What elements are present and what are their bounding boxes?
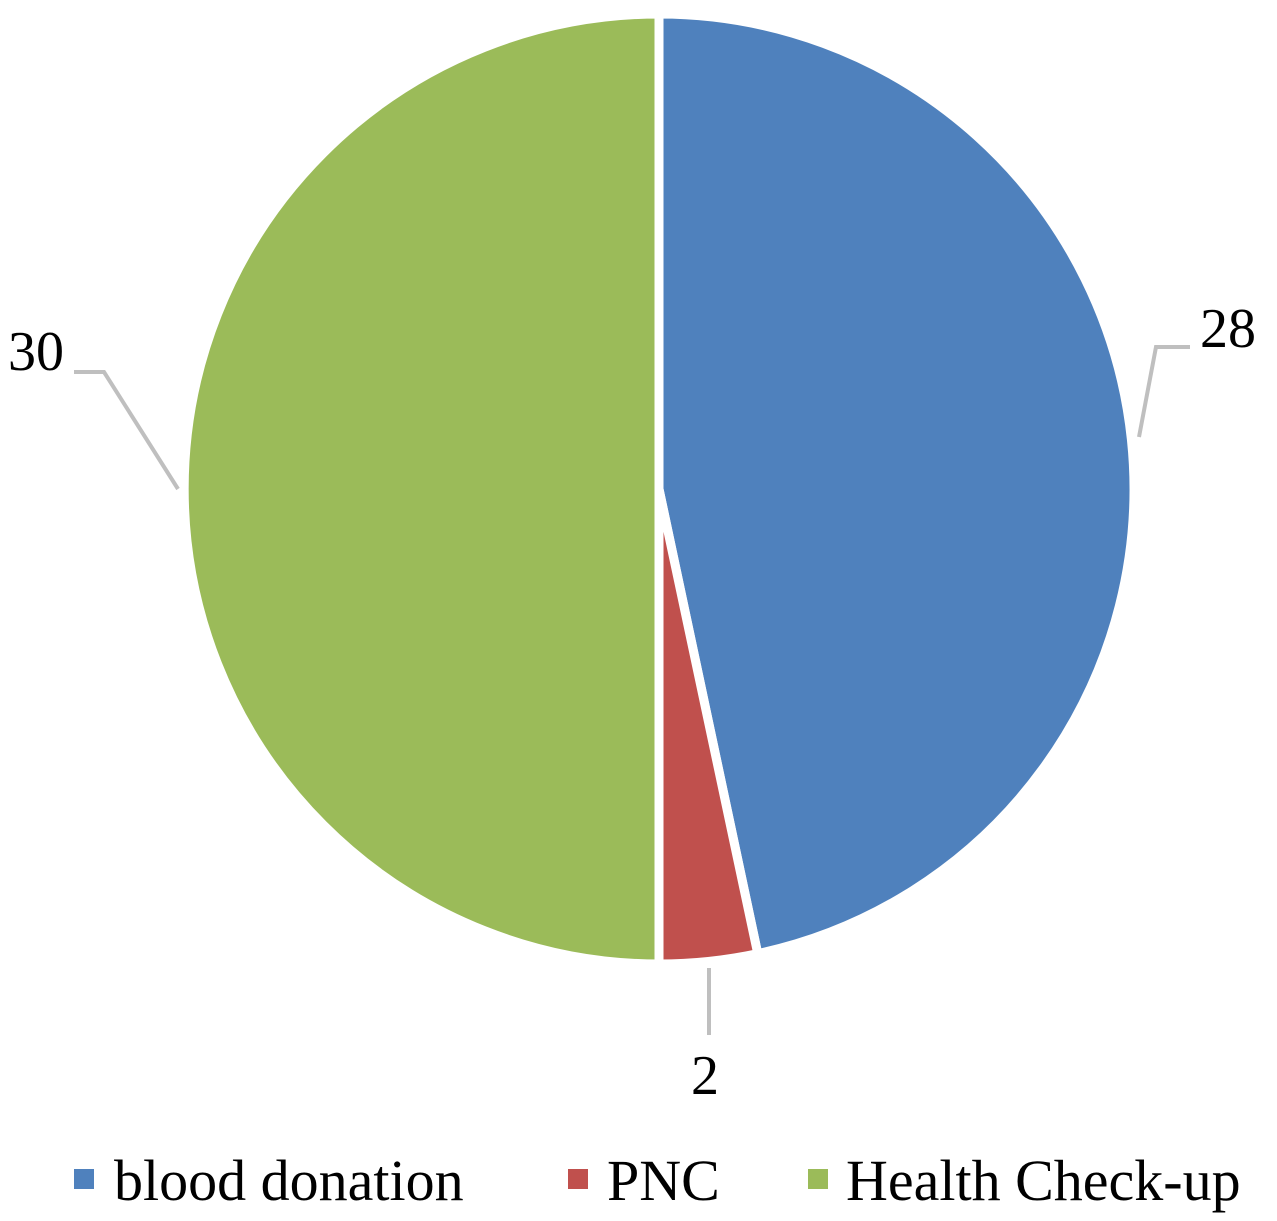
pie-slice-health-check-up	[179, 9, 664, 969]
data-labels: 28 2 30	[8, 298, 1256, 1107]
legend-swatch-pnc	[568, 1169, 588, 1189]
legend-label-blood-donation: blood donation	[114, 1148, 464, 1213]
legend-label-health-check-up: Health Check-up	[846, 1148, 1241, 1213]
legend-swatch-blood-donation	[74, 1169, 94, 1189]
data-label-health-check-up: 30	[8, 321, 64, 383]
legend: blood donation PNC Health Check-up	[74, 1148, 1241, 1213]
pie-slice-blood-donation	[654, 9, 1139, 959]
legend-swatch-health-check-up	[808, 1169, 828, 1189]
leader-lines	[74, 345, 1190, 1035]
legend-item-blood-donation: blood donation	[74, 1148, 464, 1213]
leader-line-blood-donation	[1137, 345, 1190, 438]
data-label-blood-donation: 28	[1200, 298, 1256, 360]
data-label-pnc: 2	[691, 1045, 719, 1107]
legend-item-pnc: PNC	[568, 1148, 720, 1213]
legend-label-pnc: PNC	[607, 1148, 720, 1213]
pie-slices	[179, 9, 1139, 969]
legend-item-health-check-up: Health Check-up	[808, 1148, 1241, 1213]
leader-line-health-check-up	[74, 370, 180, 491]
